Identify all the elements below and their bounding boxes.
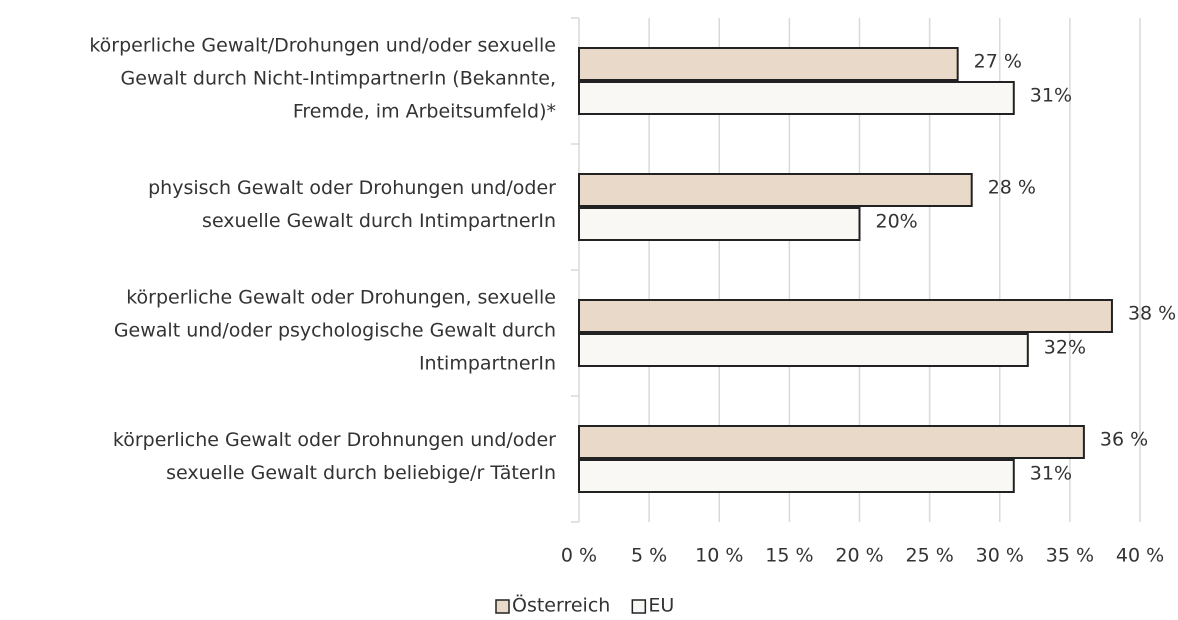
bar xyxy=(578,459,1015,493)
value-label: 28 % xyxy=(988,177,1036,199)
bar xyxy=(578,333,1029,367)
value-label: 32% xyxy=(1044,337,1086,359)
category-label: sexuelle Gewalt durch IntimpartnerIn xyxy=(202,210,556,232)
x-tick-label: 30 % xyxy=(976,545,1024,567)
legend-label: EU xyxy=(648,595,674,617)
value-label: 31% xyxy=(1030,463,1072,485)
legend-swatch xyxy=(495,599,510,614)
x-tick-label: 20 % xyxy=(835,545,883,567)
value-label: 20% xyxy=(876,211,918,233)
value-label: 36 % xyxy=(1100,429,1148,451)
bar xyxy=(578,47,959,81)
x-tick-label: 40 % xyxy=(1116,545,1164,567)
category-label: IntimpartnerIn xyxy=(419,353,556,375)
category-label: körperliche Gewalt oder Drohnungen und/o… xyxy=(113,429,556,451)
legend-swatch xyxy=(631,599,647,614)
x-tick-label: 35 % xyxy=(1046,545,1094,567)
category-label: sexuelle Gewalt durch beliebige/r TäterI… xyxy=(166,462,556,484)
value-label: 31% xyxy=(1030,85,1072,107)
bar xyxy=(578,425,1085,459)
value-label: 38 % xyxy=(1128,303,1176,325)
category-label: Gewalt durch Nicht-IntimpartnerIn (Bekan… xyxy=(121,68,556,90)
bar xyxy=(578,81,1015,115)
category-label: körperliche Gewalt oder Drohungen, sexue… xyxy=(126,287,556,309)
x-tick-label: 15 % xyxy=(765,545,813,567)
bar xyxy=(578,299,1113,333)
x-tick-label: 10 % xyxy=(695,545,743,567)
x-tick-label: 25 % xyxy=(905,545,953,567)
category-label: Gewalt und/oder psychologische Gewalt du… xyxy=(114,320,556,342)
category-label: Fremde, im Arbeitsumfeld)* xyxy=(293,101,556,123)
bar xyxy=(578,207,861,241)
x-tick-label: 5 % xyxy=(631,545,667,567)
bar xyxy=(578,173,973,207)
legend-label: Österreich xyxy=(512,594,610,617)
category-label: körperliche Gewalt/Drohungen und/oder se… xyxy=(89,35,556,57)
category-label: physisch Gewalt oder Drohungen und/oder xyxy=(148,177,556,199)
value-label: 27 % xyxy=(974,51,1022,73)
x-tick-label: 0 % xyxy=(561,545,597,567)
